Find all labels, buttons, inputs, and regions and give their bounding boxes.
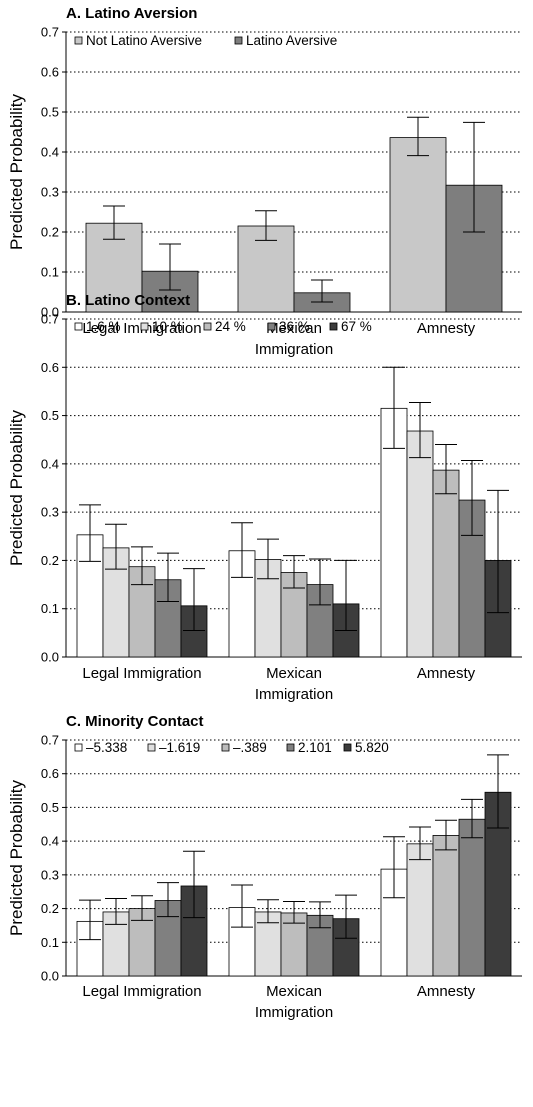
- y-tick-label: 0.7: [41, 25, 59, 40]
- legend-swatch: [203, 322, 212, 331]
- y-tick-label: 0.6: [41, 766, 59, 781]
- legend-label: 10 %: [152, 319, 183, 334]
- y-tick-label: 0.5: [41, 408, 59, 423]
- x-tick-label: Legal Immigration: [82, 665, 201, 682]
- legend-swatch: [267, 322, 276, 331]
- y-tick-label: 0.3: [41, 185, 59, 200]
- x-tick-label: Legal Immigration: [82, 983, 201, 1000]
- legend-swatch: [343, 743, 352, 752]
- x-tick-label: Amnesty: [417, 983, 476, 1000]
- x-tick-label: Immigration: [255, 1004, 333, 1021]
- legend-label: Latino Aversive: [246, 33, 337, 48]
- x-tick-label: Immigration: [255, 341, 333, 358]
- y-tick-label: 0.0: [41, 305, 59, 320]
- bar: [406, 430, 434, 658]
- bar: [458, 818, 486, 977]
- panel-3: C. Minority Contact Predicted Probability…: [7, 713, 522, 1021]
- legend-label: Not Latino Aversive: [86, 33, 202, 48]
- y-tick-label: 0.3: [41, 505, 59, 520]
- x-tick-label: Mexican: [266, 665, 322, 682]
- y-tick-label: 0.2: [41, 553, 59, 568]
- legend-label: 24 %: [215, 319, 246, 334]
- x-tick-label: Mexican: [266, 320, 322, 337]
- legend-swatch: [74, 36, 83, 45]
- legend-label: –.389: [233, 740, 267, 755]
- legend-swatch: [74, 322, 83, 331]
- y-tick-label: 0.5: [41, 105, 59, 120]
- y-tick-label: 0.6: [41, 65, 59, 80]
- legend-label: 36 %: [279, 319, 310, 334]
- y-tick-label: 0.1: [41, 935, 59, 950]
- chart-title: C. Minority Contact: [66, 713, 204, 730]
- bar: [389, 137, 447, 313]
- legend-label: 2.101: [298, 740, 332, 755]
- bar: [406, 843, 434, 977]
- y-tick-label: 0.3: [41, 867, 59, 882]
- y-tick-label: 0.2: [41, 225, 59, 240]
- y-tick-label: 0.4: [41, 834, 59, 849]
- legend-label: 67 %: [341, 319, 372, 334]
- legend-swatch: [140, 322, 149, 331]
- legend-swatch: [286, 743, 295, 752]
- y-axis-label: Predicted Probability: [7, 410, 26, 566]
- panel-1: A. Latino Aversion Predicted Probability 0…: [7, 5, 522, 358]
- legend-swatch: [74, 743, 83, 752]
- y-tick-label: 0.2: [41, 901, 59, 916]
- legend-label: –1.619: [159, 740, 200, 755]
- y-tick-label: 0.0: [41, 969, 59, 984]
- legend-swatch: [221, 743, 230, 752]
- chart-title: B. Latino Context: [66, 292, 190, 309]
- y-tick-label: 0.5: [41, 800, 59, 815]
- legend-swatch: [234, 36, 243, 45]
- chart-title: A. Latino Aversion: [66, 5, 197, 22]
- x-tick-label: Mexican: [266, 983, 322, 1000]
- y-axis-label: Predicted Probability: [7, 780, 26, 936]
- bar: [432, 469, 460, 658]
- legend-label: 5.820: [355, 740, 389, 755]
- y-tick-label: 0.7: [41, 312, 59, 327]
- y-tick-label: 0.0: [41, 650, 59, 665]
- x-tick-label: Amnesty: [417, 665, 476, 682]
- bar: [332, 918, 360, 977]
- x-tick-label: Amnesty: [417, 320, 476, 337]
- y-tick-label: 0.4: [41, 456, 59, 471]
- legend-swatch: [147, 743, 156, 752]
- legend-label: –5.338: [86, 740, 127, 755]
- legend-swatch: [329, 322, 338, 331]
- y-tick-label: 0.4: [41, 145, 59, 160]
- bar: [432, 835, 460, 977]
- x-tick-label: Immigration: [255, 686, 333, 703]
- y-tick-label: 0.1: [41, 601, 59, 616]
- legend-label: 1.6 %: [86, 319, 121, 334]
- panel-2: B. Latino Context Predicted Probability 0.…: [7, 292, 522, 703]
- y-axis-label: Predicted Probability: [7, 94, 26, 250]
- bar: [154, 579, 182, 658]
- y-tick-label: 0.6: [41, 360, 59, 375]
- y-tick-label: 0.1: [41, 265, 59, 280]
- y-tick-label: 0.7: [41, 733, 59, 748]
